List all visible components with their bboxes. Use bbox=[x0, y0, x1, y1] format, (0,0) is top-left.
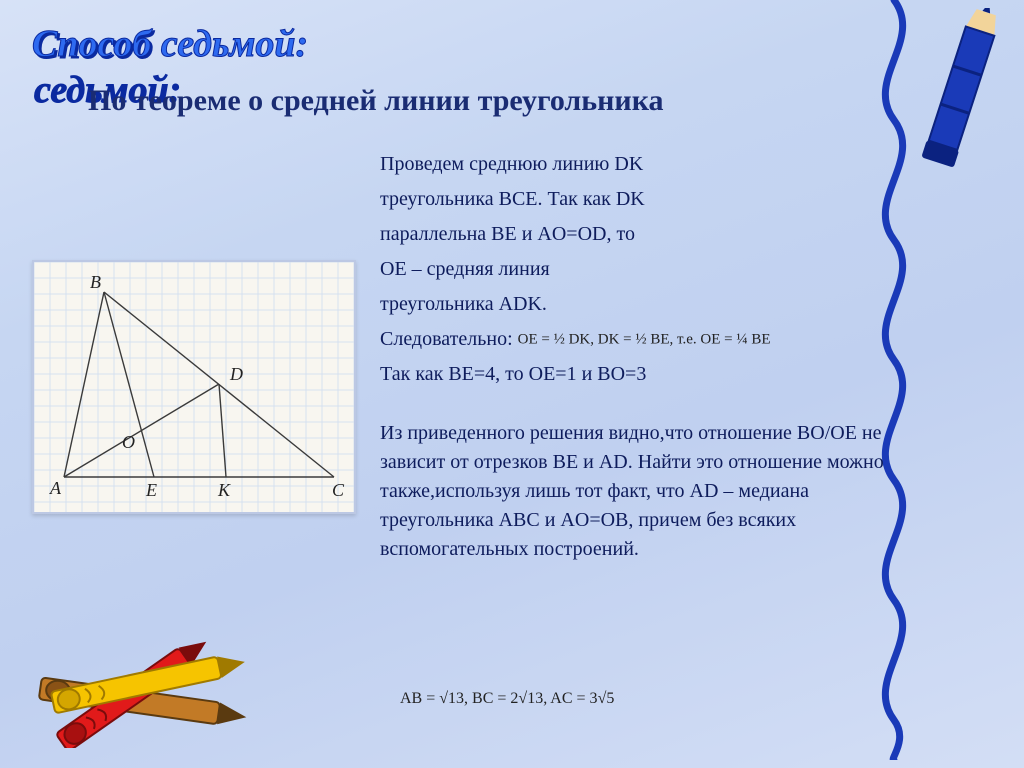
crayons-icon bbox=[30, 618, 260, 748]
body-paragraph2: Из приведенного решения видно,что отноше… bbox=[380, 419, 920, 564]
consequently-label: Следовательно: bbox=[380, 328, 513, 350]
body-line: Проведем среднюю линию DK bbox=[380, 150, 920, 179]
eq-ac-root: √5 bbox=[598, 690, 615, 707]
slide: Способ седьмой: Способ седьмой: По теоре… bbox=[0, 0, 1024, 768]
eq-bc-root: √13 bbox=[518, 690, 543, 707]
body-line: OE – средняя линия bbox=[380, 255, 920, 284]
svg-text:E: E bbox=[145, 480, 157, 500]
eq-ac-label: , AC = 3 bbox=[543, 690, 597, 707]
svg-text:D: D bbox=[229, 364, 243, 384]
slide-title: Способ седьмой: Способ седьмой: bbox=[32, 22, 308, 66]
slide-title-front: Способ седьмой: bbox=[32, 23, 308, 65]
bottom-equation: AB = √13, BC = 2√13, AC = 3√5 bbox=[400, 690, 614, 708]
pencil-icon bbox=[920, 8, 1000, 178]
svg-text:K: K bbox=[217, 480, 231, 500]
body-line-after: Так как BE=4, то OE=1 и BO=3 bbox=[380, 360, 920, 389]
body-line: треугольника ADK. bbox=[380, 290, 920, 319]
formula-inline: OE = ½ DK, DK = ½ BE, т.е. OE = ¼ BE bbox=[518, 332, 771, 348]
svg-text:A: A bbox=[49, 478, 62, 498]
body-text: Проведем среднюю линию DK треугольника B… bbox=[380, 150, 920, 570]
slide-subtitle: По теореме о средней линии треугольника bbox=[88, 84, 664, 118]
body-consequently: Следовательно: OE = ½ DK, DK = ½ BE, т.е… bbox=[380, 325, 920, 354]
eq-bc-label: , BC = 2 bbox=[464, 690, 518, 707]
geometry-svg: A B C D E K O bbox=[34, 262, 354, 512]
body-line: треугольника BCE. Так как DK bbox=[380, 185, 920, 214]
geometry-figure: A B C D E K O bbox=[32, 260, 356, 514]
svg-text:B: B bbox=[90, 272, 101, 292]
eq-ab-root: √13 bbox=[439, 690, 464, 707]
eq-ab-label: AB = bbox=[400, 690, 439, 707]
body-line: параллельна BE и AO=OD, то bbox=[380, 220, 920, 249]
svg-text:O: O bbox=[122, 432, 135, 452]
svg-text:C: C bbox=[332, 480, 345, 500]
